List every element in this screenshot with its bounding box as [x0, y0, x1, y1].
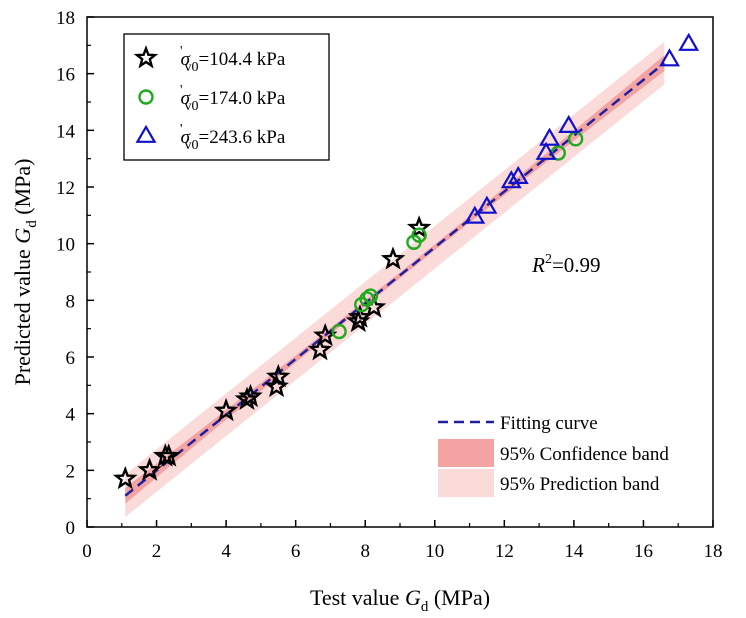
legend-prediction-swatch: [438, 469, 494, 497]
data-point-series-3: [476, 195, 498, 214]
legend-label-confidence: 95% Confidence band: [500, 444, 669, 465]
data-point-series-1: [137, 457, 162, 481]
data-point-series-1: [347, 304, 373, 328]
band-legend: Fitting curve 95% Confidence band 95% Pred…: [438, 413, 669, 497]
r-squared-annotation: R2=0.99: [531, 252, 600, 277]
fit-layer: [124, 62, 666, 497]
data-point-series-1: [156, 443, 182, 467]
data-point-series-3: [659, 48, 681, 67]
data-point-series-3: [464, 205, 486, 224]
y-tick-label: 0: [66, 518, 76, 539]
y-tick-label: 4: [66, 405, 76, 426]
data-point-series-3: [678, 32, 700, 51]
y-tick-label: 8: [66, 291, 76, 312]
x-tick-label: 2: [152, 541, 162, 562]
data-point-series-2: [359, 291, 375, 307]
data-point-series-2: [411, 227, 427, 243]
legend-marker-series-1: [133, 45, 159, 69]
y-tick-label: 10: [56, 235, 75, 256]
data-point-series-3: [539, 127, 561, 146]
x-tick-label: 18: [704, 541, 723, 562]
series-legend: σ'v0=104.4 kPa σ'v0=174.0 kPa σ'v0=243.6 k…: [123, 33, 330, 161]
legend-label-fit: Fitting curve: [500, 413, 598, 434]
data-point-series-3: [500, 170, 522, 189]
data-point-series-3: [535, 141, 557, 160]
y-axis-label: Predicted value Gd (MPa): [10, 159, 40, 386]
x-tick-label: 10: [425, 541, 444, 562]
legend-marker-series-2: [138, 89, 154, 105]
fitting-curve-line: [124, 62, 666, 497]
legend-label-series-3: σ'v0=243.6 kPa: [180, 122, 286, 153]
x-tick-label: 14: [564, 541, 584, 562]
x-tick-label: 0: [82, 541, 92, 562]
series-legend-frame: [123, 33, 330, 161]
data-point-series-1: [265, 363, 291, 388]
y-tick-label: 2: [66, 461, 76, 482]
legend-label-series-1: σ'v0=104.4 kPa: [180, 44, 286, 75]
data-point-series-1: [406, 215, 432, 239]
y-tick-label: 6: [66, 348, 76, 369]
ticks-layer: 0 2 4 6 8 10 12 14 16 18 0 2 4 6 8 10 12 14 16 18: [56, 8, 723, 562]
y-tick-label: 12: [56, 178, 75, 199]
points-layer: [112, 32, 700, 490]
legend-marker-series-3: [135, 124, 157, 143]
x-tick-label: 16: [634, 541, 653, 562]
y-tick-label: 16: [56, 65, 75, 86]
legend-label-prediction: 95% Prediction band: [500, 474, 660, 495]
legend-confidence-swatch: [438, 439, 494, 467]
data-point-series-1: [112, 465, 138, 490]
data-point-series-3: [558, 114, 580, 133]
x-tick-label: 6: [291, 541, 301, 562]
data-point-series-1: [238, 383, 263, 408]
data-point-series-1: [380, 246, 406, 270]
data-point-series-2: [331, 323, 347, 340]
x-axis-label: Test value Gd (MPa): [310, 585, 490, 615]
y-tick-label: 18: [56, 8, 75, 29]
data-point-series-1: [213, 397, 239, 422]
x-tick-label: 12: [495, 541, 514, 562]
data-point-series-1: [307, 336, 333, 361]
legend-label-series-2: σ'v0=174.0 kPa: [180, 83, 286, 114]
x-tick-label: 4: [221, 541, 231, 562]
x-tick-label: 8: [360, 541, 370, 562]
data-point-series-2: [362, 288, 379, 304]
y-tick-label: 14: [56, 121, 76, 142]
data-point-series-3: [507, 165, 529, 184]
